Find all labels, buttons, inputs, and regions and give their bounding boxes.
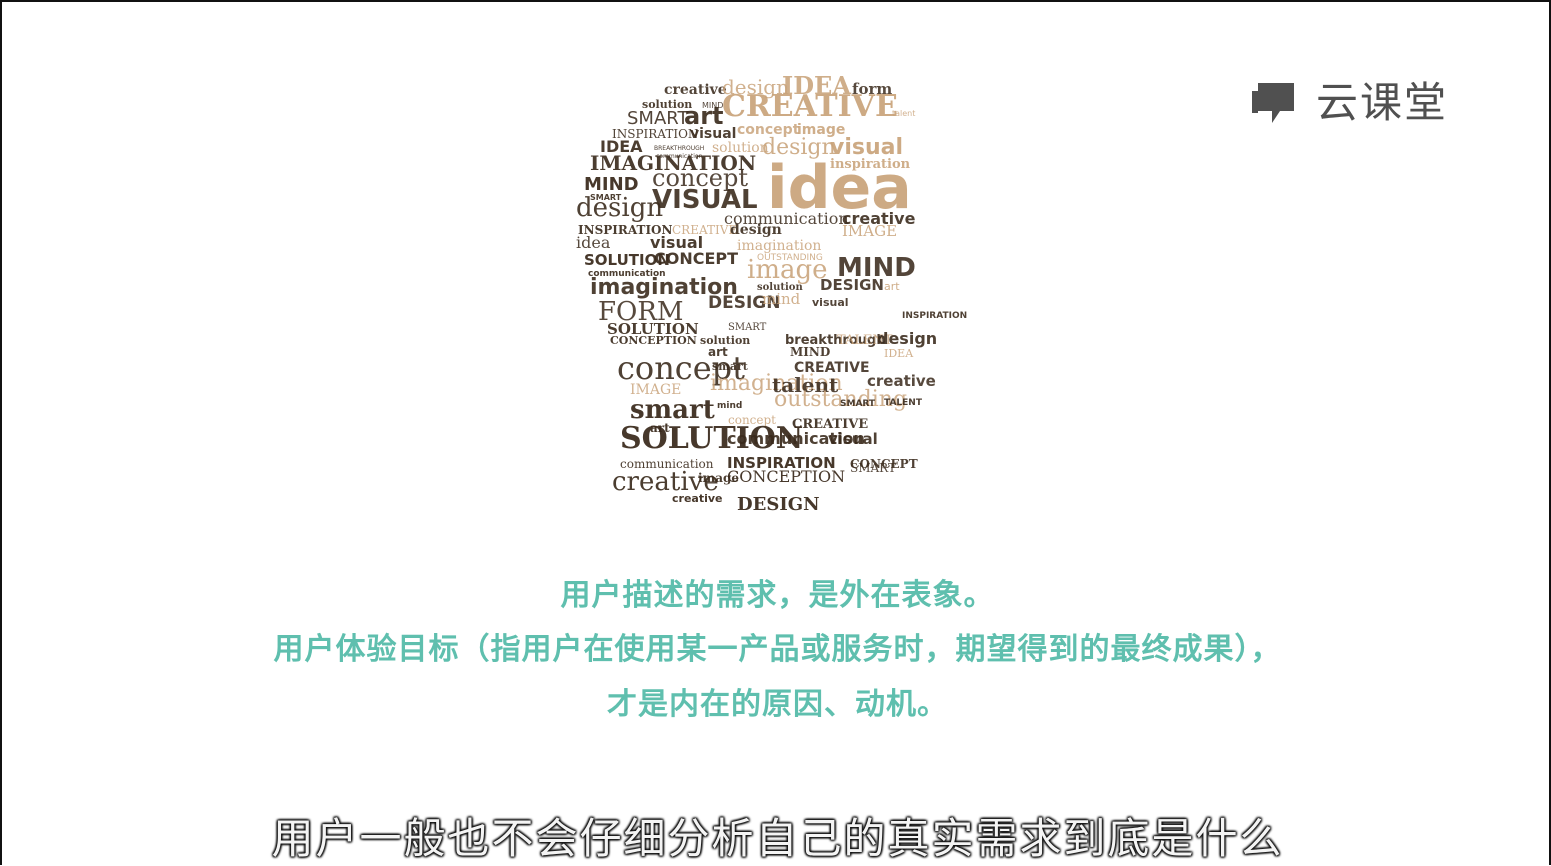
cloud-word: SOLUTION <box>607 320 699 338</box>
cloud-word: communication <box>727 429 865 448</box>
cloud-word: imagination <box>590 275 738 300</box>
cloud-word: SMART <box>840 399 876 409</box>
cloud-word: SMART <box>627 108 689 129</box>
cloud-word: inspiration <box>830 157 911 172</box>
cloud-word: BREAKTHROUGH <box>654 145 704 152</box>
cloud-word: VISUAL <box>652 185 758 215</box>
cloud-word: IMAGE <box>630 382 681 398</box>
cloud-word: OUTSTANDING <box>757 253 823 263</box>
cloud-word: solution <box>642 98 692 111</box>
cloud-word: solution <box>712 140 769 156</box>
cloud-word: SMART <box>590 193 622 202</box>
cloud-word: IDEA <box>782 72 851 100</box>
cloud-word: creative <box>664 82 727 98</box>
video-subtitle: 用户一般也不会仔细分析自己的真实需求到底是什么 <box>271 814 1284 863</box>
cloud-word: design <box>730 222 782 238</box>
cloud-word: CONCEPT <box>850 457 918 471</box>
cloud-word: FORM <box>598 297 684 327</box>
cloud-word: MIND <box>584 174 639 195</box>
content-line-1: 用户描述的需求，是外在表象。 <box>560 578 995 613</box>
cloud-word: MIND <box>702 101 723 110</box>
cloud-word: DESIGN <box>820 276 884 294</box>
cloud-word: design <box>576 193 663 223</box>
cloud-word: creative <box>867 372 936 390</box>
cloud-word: communication <box>588 269 666 279</box>
cloud-word: creative <box>672 492 723 505</box>
cloud-word: image <box>747 255 828 285</box>
cloud-word: image <box>698 471 739 485</box>
chat-bubble-icon <box>1252 83 1294 123</box>
cloud-word: IMAGINATION <box>590 151 756 175</box>
brand-name: 云课堂 <box>1316 78 1449 127</box>
cloud-word: creative <box>842 209 916 228</box>
cloud-word: CONCEPTION <box>727 467 845 486</box>
cloud-word: imagination <box>737 238 821 254</box>
cloud-word: art <box>684 102 724 130</box>
cloud-word: INSPIRATION <box>727 454 836 472</box>
cloud-word: TALENT <box>837 333 893 348</box>
cloud-word: TALENT <box>884 398 923 408</box>
cloud-word: INSPIRATION <box>612 127 698 141</box>
cloud-word: MIND <box>837 253 916 283</box>
cloud-word: MIND <box>790 345 830 359</box>
cloud-word: creative <box>612 467 719 497</box>
cloud-word: SMART <box>728 322 767 333</box>
cloud-word: concept <box>652 164 748 192</box>
cloud-word: CONCEPT <box>654 249 738 268</box>
cloud-word: mind <box>717 401 742 411</box>
cloud-word: CREATIVE <box>672 223 737 237</box>
cloud-word: SOLUTION <box>620 421 803 456</box>
cloud-word: breakthrough <box>785 333 886 348</box>
cloud-word: concept <box>617 349 745 387</box>
cloud-word: idea <box>576 233 611 252</box>
content-line-2: 用户体验目标（指用户在使用某一产品或服务时，期望得到的最终成果）， <box>273 632 1282 667</box>
cloud-word: CREATIVE <box>722 89 898 124</box>
cloud-word: IDEA <box>884 347 914 360</box>
cloud-word: IDEA <box>600 137 643 156</box>
cloud-word: CREATIVE <box>794 360 870 376</box>
cloud-word: solution <box>700 334 750 347</box>
cloud-word: outstanding <box>774 387 907 412</box>
cloud-word: art <box>708 345 728 359</box>
cloud-word: art <box>650 421 670 435</box>
cloud-word: CREATIVE <box>792 417 868 432</box>
cloud-word: art <box>884 280 900 293</box>
cloud-word: mind <box>762 290 801 308</box>
cloud-word: INSPIRATION <box>902 311 967 321</box>
cloud-word: visual <box>690 126 736 142</box>
cloud-word: design <box>877 329 937 348</box>
cloud-word: idea <box>767 153 912 223</box>
cloud-word: design <box>722 75 789 99</box>
brand-logo: 云课堂 <box>1250 77 1448 129</box>
cloud-word: talent <box>892 109 915 118</box>
cloud-word: smart <box>630 395 715 425</box>
cloud-word: IMAGE <box>842 222 897 240</box>
cloud-word: concept <box>737 122 800 138</box>
cloud-word: SMART <box>850 461 896 475</box>
cloud-word: visual <box>828 430 878 448</box>
cloud-word: CONCEPTION <box>610 334 697 347</box>
cloud-word: imagination <box>710 371 843 396</box>
cloud-word: communication <box>620 457 714 471</box>
cloud-word: DESIGN <box>737 494 820 515</box>
cloud-word: image <box>797 122 845 138</box>
cloud-word: solution <box>757 282 803 293</box>
cloud-word: visual <box>650 233 703 252</box>
cloud-word: INSPIRATION <box>578 223 673 237</box>
cloud-word: design <box>762 135 836 160</box>
cloud-word: concept <box>728 413 776 427</box>
cloud-word: talent <box>772 373 839 397</box>
cloud-word: visual <box>830 135 903 160</box>
cloud-word: communication <box>724 209 849 228</box>
cloud-word: SOLUTION <box>584 251 670 269</box>
cloud-word: smart <box>712 360 749 373</box>
cloud-word: communication <box>656 153 703 160</box>
cloud-word: DESIGN <box>708 293 780 313</box>
content-line-3: 才是内在的原因、动机。 <box>607 687 948 722</box>
cloud-word: visual <box>812 296 849 309</box>
cloud-word: form <box>852 80 892 98</box>
